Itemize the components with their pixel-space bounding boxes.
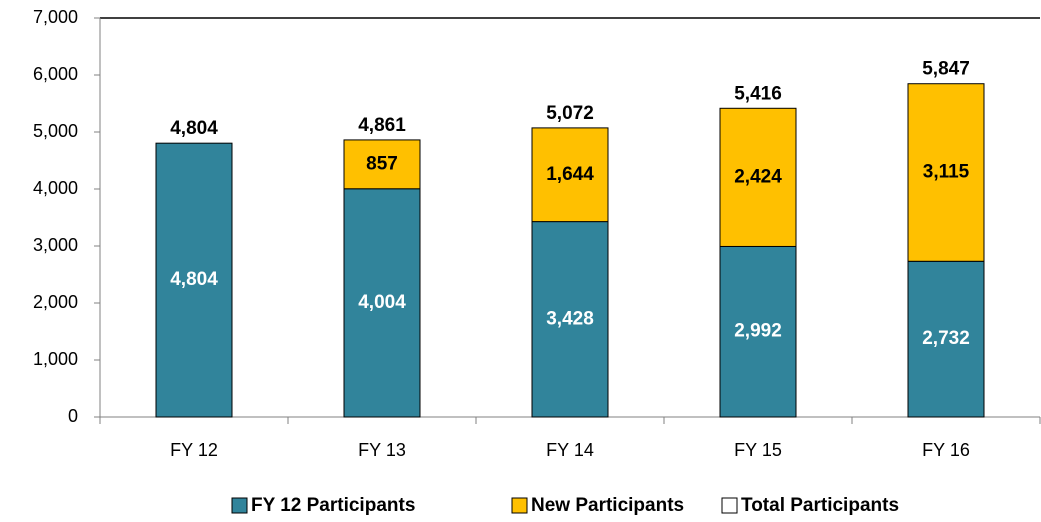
legend-swatch bbox=[721, 497, 738, 514]
value-label: 857 bbox=[366, 153, 398, 174]
value-label: 2,424 bbox=[734, 166, 782, 187]
bar-segment bbox=[907, 83, 985, 262]
y-tick-label: 6,000 bbox=[33, 64, 78, 84]
total-label: 5,847 bbox=[922, 59, 970, 80]
value-label: 1,644 bbox=[546, 164, 594, 185]
total-label: 4,861 bbox=[358, 115, 406, 136]
legend-swatch bbox=[231, 497, 248, 514]
value-label: 2,732 bbox=[922, 328, 970, 349]
bar-segment bbox=[343, 139, 421, 190]
total-label: 5,416 bbox=[734, 83, 782, 104]
x-tick-label: FY 12 bbox=[170, 440, 218, 460]
total-label: 4,804 bbox=[170, 118, 218, 139]
bar-segment bbox=[719, 245, 797, 418]
x-tick-label: FY 14 bbox=[546, 440, 594, 460]
bar-segment bbox=[907, 260, 985, 418]
value-label: 4,804 bbox=[170, 269, 218, 290]
bar-segment bbox=[719, 107, 797, 247]
legend-label: New Participants bbox=[531, 495, 684, 516]
value-label: 3,115 bbox=[923, 162, 970, 183]
y-tick-label: 2,000 bbox=[33, 292, 78, 312]
y-tick-label: 3,000 bbox=[33, 235, 78, 255]
legend-swatch bbox=[511, 497, 528, 514]
bar-segment bbox=[531, 221, 609, 418]
value-label: 3,428 bbox=[546, 308, 594, 329]
y-tick-label: 4,000 bbox=[33, 178, 78, 198]
value-label: 4,004 bbox=[358, 292, 406, 313]
legend-label: FY 12 Participants bbox=[251, 495, 415, 516]
y-tick-label: 0 bbox=[68, 406, 78, 426]
y-tick-label: 5,000 bbox=[33, 121, 78, 141]
value-label: 2,992 bbox=[734, 321, 782, 342]
total-label: 5,072 bbox=[546, 103, 594, 124]
legend-label: Total Participants bbox=[741, 495, 899, 516]
y-tick-label: 7,000 bbox=[33, 7, 78, 27]
x-tick-label: FY 15 bbox=[734, 440, 782, 460]
bar-segment bbox=[531, 127, 609, 223]
x-tick-label: FY 16 bbox=[922, 440, 970, 460]
y-tick-label: 1,000 bbox=[33, 349, 78, 369]
x-tick-label: FY 13 bbox=[358, 440, 406, 460]
bar-segment bbox=[155, 142, 233, 418]
bar-segment bbox=[343, 188, 421, 418]
